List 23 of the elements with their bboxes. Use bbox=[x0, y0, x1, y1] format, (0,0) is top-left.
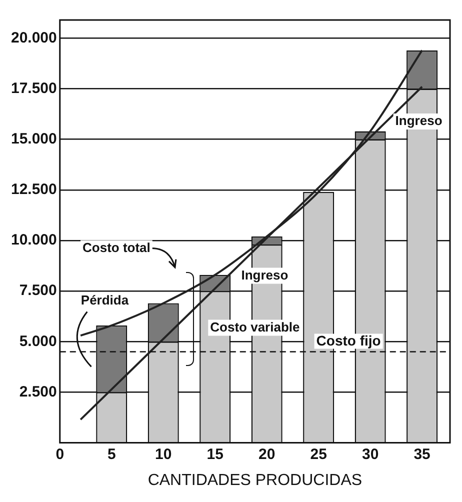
annotation: Ingreso bbox=[241, 267, 288, 282]
y-tick-label: 15.000 bbox=[10, 130, 57, 148]
y-tick-label: 5.000 bbox=[19, 332, 57, 350]
x-tick-label: 35 bbox=[414, 446, 430, 463]
y-tick-label: 10.000 bbox=[10, 232, 57, 249]
x-tick-label: 0 bbox=[56, 446, 64, 463]
x-tick-label: 20 bbox=[258, 446, 276, 463]
y-tick-label: 20.000 bbox=[10, 29, 57, 46]
annotation: Costo total bbox=[82, 240, 150, 255]
annotation: Costo variable bbox=[210, 319, 300, 334]
y-tick-label: 2.500 bbox=[19, 383, 57, 400]
y-tick-label: 7.500 bbox=[19, 282, 57, 300]
x-tick-label: 5 bbox=[107, 446, 116, 463]
y-tick-label: 17.500 bbox=[10, 80, 57, 97]
ref-line-label: Costo fijo bbox=[316, 332, 381, 349]
x-axis-title: CANTIDADES PRODUCIDAS bbox=[148, 472, 362, 489]
y-tick-label: 12.500 bbox=[10, 181, 57, 198]
x-tick-label: 15 bbox=[206, 446, 224, 463]
annotation: Pérdida bbox=[80, 292, 130, 308]
x-tick-label: 10 bbox=[155, 446, 172, 463]
x-tick-label: 25 bbox=[310, 446, 327, 463]
x-tick-label: 30 bbox=[362, 446, 379, 463]
annotation: Ingreso bbox=[395, 113, 442, 128]
